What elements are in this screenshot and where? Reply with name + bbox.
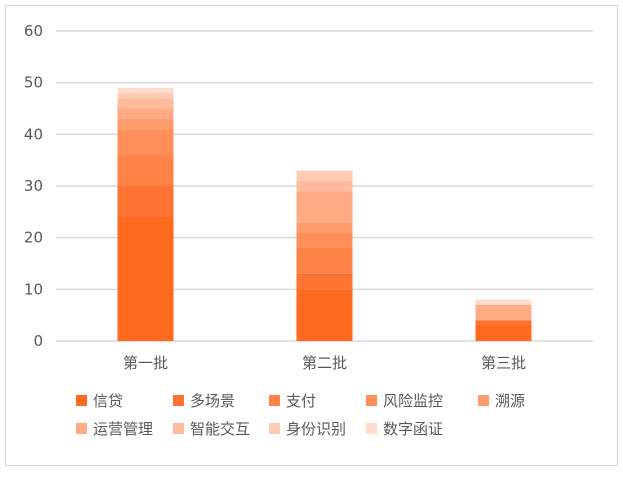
- bar-segment: [475, 304, 532, 321]
- bar-segment: [117, 98, 174, 109]
- legend-swatch: [366, 423, 377, 434]
- legend-label: 信贷: [93, 392, 123, 410]
- legend-label: 多场景: [190, 392, 235, 410]
- bar-segment: [296, 180, 353, 192]
- bar-segment: [117, 217, 174, 341]
- y-tick-label: 50: [24, 74, 43, 92]
- legend-label: 智能交互: [190, 420, 250, 438]
- legend-swatch: [478, 395, 489, 406]
- x-category-label: 第三批: [481, 354, 526, 372]
- legend-swatch: [366, 395, 377, 406]
- bar-segment: [475, 325, 532, 341]
- x-category-label: 第二批: [302, 354, 347, 372]
- legend-swatch: [173, 423, 184, 434]
- legend-swatch: [76, 423, 87, 434]
- bar-segment: [117, 108, 174, 119]
- legend-label: 溯源: [495, 392, 525, 410]
- chart-area: 0 10 20 30 40 50 60 第一批 第二批 第三批信贷 多场景 支付 风险监控 溯源运营管理 智…: [5, 5, 618, 466]
- legend-swatch: [76, 395, 87, 406]
- bar-segment: [296, 289, 353, 341]
- y-tick-label: 0: [33, 332, 43, 350]
- bar-segment: [296, 232, 353, 248]
- bar-segment: [475, 320, 532, 326]
- bar-segment: [117, 87, 174, 93]
- legend-label: 风险监控: [383, 392, 443, 410]
- legend-label: 支付: [286, 392, 316, 410]
- bar-segment: [117, 129, 174, 155]
- bar-segment: [296, 248, 353, 274]
- bar-segment: [475, 299, 532, 305]
- y-tick-label: 20: [24, 229, 43, 247]
- bar-segment: [117, 155, 174, 186]
- bar-segment: [117, 118, 174, 130]
- y-tick-label: 30: [24, 177, 43, 195]
- legend-label: 运营管理: [93, 420, 153, 438]
- bar-segment: [296, 170, 353, 181]
- legend-swatch: [269, 423, 280, 434]
- bar-segment: [296, 222, 353, 233]
- bar-segment: [117, 93, 174, 99]
- bar-segment: [296, 191, 353, 223]
- legend-swatch: [269, 395, 280, 406]
- bar-segment: [296, 273, 353, 290]
- y-tick-label: 60: [24, 22, 43, 40]
- y-tick-label: 40: [24, 125, 43, 143]
- y-tick-label: 10: [24, 280, 43, 298]
- legend-swatch: [173, 395, 184, 406]
- x-category-label: 第一批: [123, 354, 168, 372]
- legend-label: 数字函证: [383, 420, 443, 438]
- bar-segment: [117, 186, 174, 217]
- legend-label: 身份识别: [286, 420, 346, 438]
